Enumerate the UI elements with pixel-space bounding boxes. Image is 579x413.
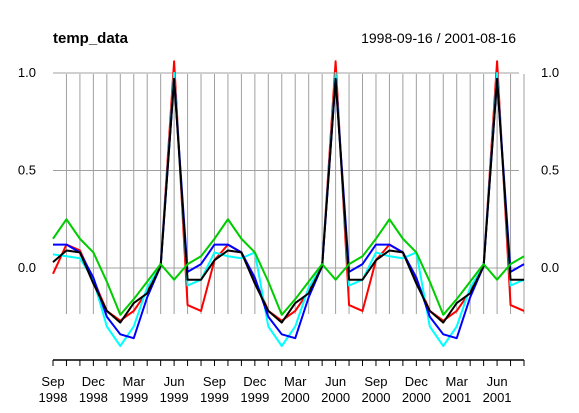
y-tick-label-right: 1.0 (541, 65, 559, 80)
series-line-4 (52, 77, 524, 324)
x-tick-label-month: Sep (41, 374, 64, 389)
y-tick-label-right: 0.5 (541, 163, 559, 178)
x-tick-label-month: Sep (364, 374, 387, 389)
x-tick-label-year: 1999 (240, 390, 269, 405)
x-tick-label-year: 2001 (483, 390, 512, 405)
x-tick-label-year: 2001 (442, 390, 471, 405)
series-line-3 (53, 77, 525, 340)
y-tick-label-left: 0.0 (18, 260, 36, 275)
x-tick-label-year: 2000 (281, 390, 310, 405)
y-tick-label-left: 0.5 (18, 163, 36, 178)
y-tick-label-right: 0.0 (541, 260, 559, 275)
series-group (52, 60, 525, 347)
x-tick-label-month: Jun (164, 374, 185, 389)
grid (53, 72, 525, 314)
x-tick-label-month: Mar (446, 374, 469, 389)
series-line-2 (52, 72, 525, 347)
series-line-1 (52, 60, 525, 322)
x-tick-label-year: 2000 (402, 390, 431, 405)
x-tick-label-month: Mar (284, 374, 307, 389)
x-tick-label-month: Jun (487, 374, 508, 389)
x-tick-label-month: Dec (243, 374, 267, 389)
chart-title: temp_data (53, 30, 129, 47)
x-tick-label-month: Dec (82, 374, 106, 389)
x-tick-label-month: Jun (325, 374, 346, 389)
x-tick-label-year: 1999 (119, 390, 148, 405)
x-tick-label-year: 1999 (160, 390, 189, 405)
x-tick-label-year: 1998 (39, 390, 68, 405)
chart-subtitle: 1998-09-16 / 2001-08-16 (361, 30, 516, 46)
x-tick-label-month: Sep (203, 374, 226, 389)
y-tick-label-left: 1.0 (18, 65, 36, 80)
x-tick-label-month: Dec (405, 374, 429, 389)
x-tick-label-year: 2000 (362, 390, 391, 405)
x-tick-label-month: Mar (123, 374, 146, 389)
series-line-5 (52, 218, 525, 316)
x-tick-label-year: 2000 (321, 390, 350, 405)
x-tick-label-year: 1998 (79, 390, 108, 405)
x-tick-label-year: 1999 (200, 390, 229, 405)
axes: 0.0 0.00.5 0.51.0 1.0Sep1998Dec1998Mar1999J… (18, 65, 559, 405)
